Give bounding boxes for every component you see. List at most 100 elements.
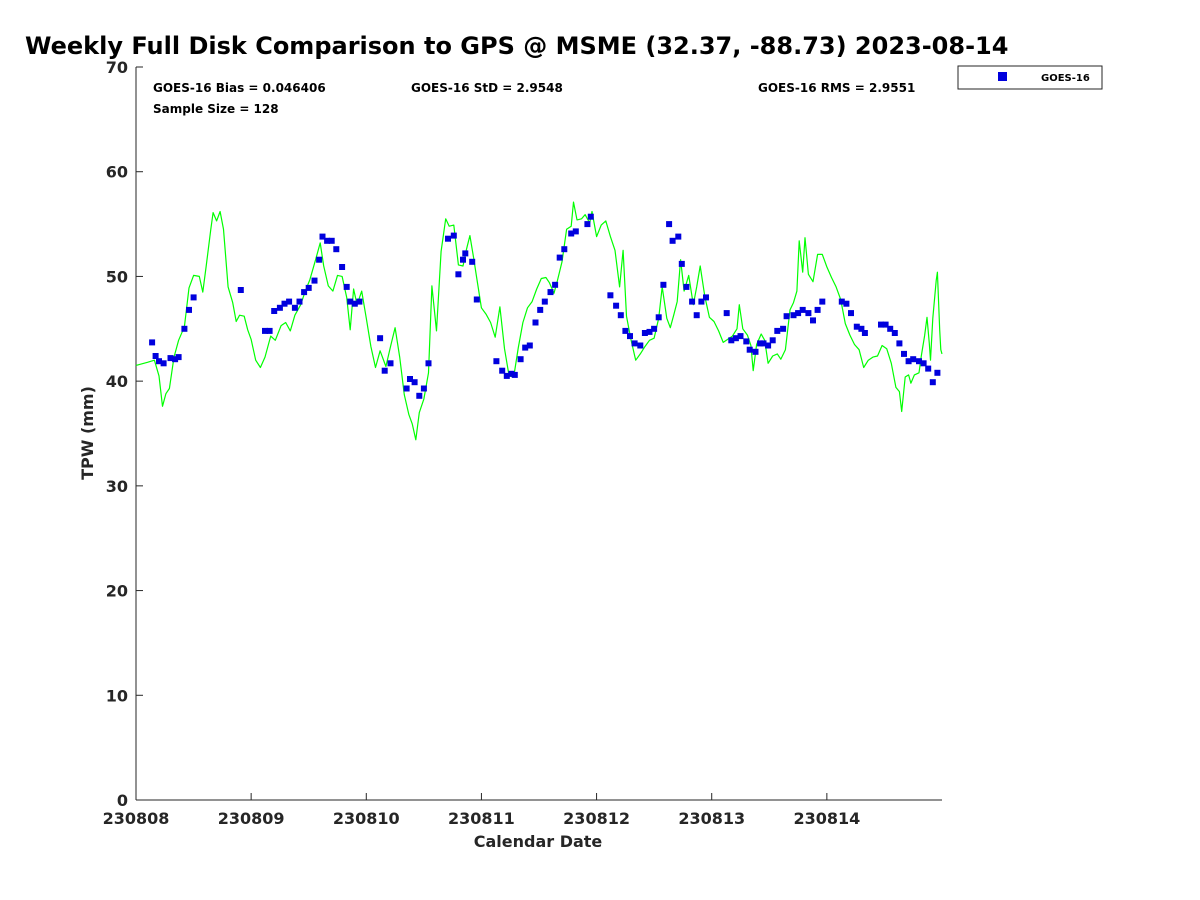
- y-axis-ticks: 0 10 20 30 40 50 60 70: [106, 58, 143, 810]
- goes16-point: [925, 365, 932, 372]
- goes16-point: [769, 337, 776, 344]
- goes16-point: [916, 358, 922, 365]
- goes16-point: [631, 340, 638, 347]
- goes16-point: [887, 325, 894, 332]
- goes16-point: [316, 256, 323, 263]
- goes16-point: [517, 356, 524, 363]
- goes16-point: [568, 230, 575, 237]
- goes16-point: [693, 312, 700, 319]
- goes16-point: [669, 237, 676, 244]
- y-axis-label: TPW (mm): [78, 386, 97, 480]
- goes16-point: [819, 298, 826, 305]
- x-axis-ticks: 230808 230809 230810 230811 230812 230813 2308…: [103, 793, 860, 828]
- goes16-point: [281, 300, 288, 307]
- goes16-point: [799, 306, 806, 313]
- goes16-point: [347, 298, 354, 305]
- goes16-point: [493, 358, 500, 365]
- goes16-point: [882, 321, 889, 328]
- goes16-point: [462, 250, 469, 257]
- goes16-point: [848, 310, 854, 317]
- goes16-point: [271, 308, 278, 314]
- goes16-point: [190, 294, 197, 301]
- goes16-point: [732, 335, 739, 342]
- goes16-point: [743, 338, 750, 345]
- goes16-point: [552, 281, 559, 288]
- goes16-point: [737, 333, 744, 340]
- goes16-point: [351, 300, 358, 307]
- goes16-point: [381, 367, 388, 374]
- x-tick-label: 230812: [563, 809, 630, 828]
- goes16-point: [617, 312, 624, 319]
- y-tick-label: 0: [117, 791, 128, 810]
- goes16-point: [814, 306, 821, 313]
- goes16-point: [296, 298, 303, 305]
- y-tick-label: 50: [106, 267, 128, 286]
- goes16-point: [460, 256, 466, 263]
- goes16-point: [156, 358, 162, 365]
- goes16-point: [905, 358, 912, 365]
- goes16-point: [425, 360, 432, 367]
- goes16-point: [651, 325, 658, 332]
- legend-marker-icon: [998, 72, 1007, 81]
- goes16-point: [305, 284, 312, 291]
- goes16-point: [377, 335, 384, 342]
- goes16-point: [728, 337, 735, 344]
- goes16-point: [891, 330, 898, 336]
- goes16-point: [805, 310, 812, 317]
- x-tick-label: 230811: [448, 809, 515, 828]
- goes16-point: [637, 342, 644, 349]
- goes16-point: [780, 325, 787, 332]
- goes16-point: [541, 298, 548, 305]
- goes16-point: [276, 304, 283, 311]
- goes16-point: [561, 246, 568, 253]
- goes16-point: [503, 372, 510, 379]
- y-tick-label: 30: [106, 477, 128, 496]
- goes16-point: [416, 392, 423, 399]
- goes16-point: [790, 312, 797, 319]
- goes16-point: [627, 333, 633, 340]
- sample-size-stat: Sample Size = 128: [153, 102, 279, 116]
- bias-stat: GOES-16 Bias = 0.046406: [153, 81, 326, 95]
- goes16-point: [522, 344, 529, 351]
- goes16-point: [511, 371, 518, 378]
- goes16-point: [752, 348, 759, 355]
- x-tick-label: 230813: [678, 809, 745, 828]
- goes16-point: [508, 370, 515, 377]
- goes16-point: [920, 360, 927, 367]
- goes16-point: [607, 292, 614, 299]
- goes16-point: [675, 233, 682, 240]
- rms-stat: GOES-16 RMS = 2.9551: [758, 81, 915, 95]
- goes16-point: [703, 294, 709, 301]
- goes16-point: [853, 323, 860, 330]
- data-series: [135, 201, 943, 441]
- goes16-point: [356, 298, 363, 305]
- goes16-point: [324, 237, 331, 244]
- goes16-point: [934, 369, 941, 376]
- goes16-point: [655, 314, 662, 321]
- goes16-point: [181, 325, 188, 332]
- goes16-point: [765, 342, 772, 349]
- goes16-point: [160, 360, 167, 367]
- goes16-point: [420, 385, 427, 392]
- goes16-point: [757, 340, 764, 347]
- x-tick-label: 230810: [333, 809, 400, 828]
- goes16-point: [266, 327, 273, 334]
- goes16-point: [532, 319, 539, 326]
- goes16-point: [328, 237, 335, 244]
- x-axis-label: Calendar Date: [474, 832, 603, 851]
- goes16-point: [556, 254, 563, 261]
- goes16-point: [666, 221, 673, 228]
- goes16-point: [339, 264, 346, 270]
- y-tick-label: 10: [106, 686, 128, 705]
- goes16-point: [167, 355, 174, 362]
- goes16-point: [760, 340, 767, 347]
- goes16-point: [660, 281, 667, 288]
- goes16-point: [450, 232, 457, 239]
- y-tick-label: 20: [106, 582, 128, 601]
- x-tick-label: 230809: [218, 809, 285, 828]
- goes16-point: [572, 228, 579, 235]
- x-tick-label: 230814: [793, 809, 860, 828]
- goes16-point: [291, 304, 298, 311]
- goes16-point: [858, 325, 865, 332]
- goes16-point: [641, 330, 648, 336]
